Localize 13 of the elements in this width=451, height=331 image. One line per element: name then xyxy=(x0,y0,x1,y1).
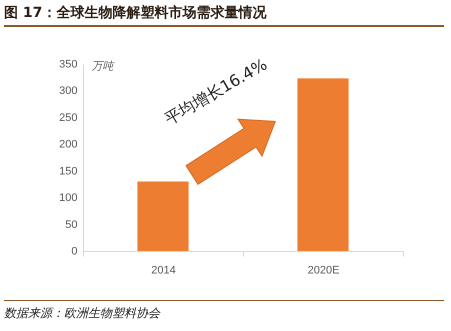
y-axis-title: 万吨 xyxy=(92,60,116,72)
y-tick-label: 150 xyxy=(59,165,78,178)
y-tick-label: 350 xyxy=(59,58,78,70)
y-tick-label: 0 xyxy=(71,246,78,258)
y-tick-label: 50 xyxy=(65,218,78,231)
y-tick-label: 300 xyxy=(59,85,78,98)
y-tick-label: 100 xyxy=(59,192,78,204)
y-tick-label: 200 xyxy=(59,138,78,151)
chart-title: 图 17：全球生物降解塑料市场需求量情况 xyxy=(4,4,444,27)
source-note: 数据来源：欧洲生物塑料协会 xyxy=(4,300,444,322)
y-tick-label: 250 xyxy=(59,112,78,124)
x-tick-label: 2020E xyxy=(308,264,340,276)
x-tick-label: 2014 xyxy=(151,264,176,276)
